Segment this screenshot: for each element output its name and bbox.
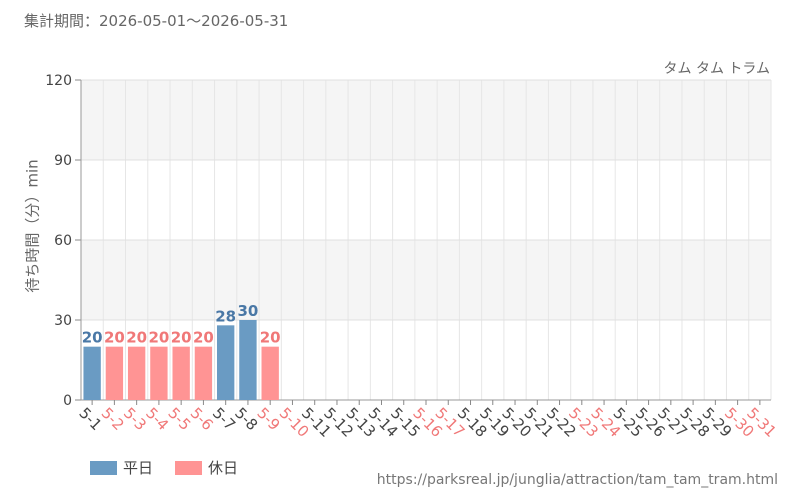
legend: 平日 休日 — [90, 457, 238, 478]
y-tick-label: 120 — [45, 73, 72, 89]
legend-label-holiday: 休日 — [208, 459, 239, 477]
legend-label-weekday: 平日 — [123, 459, 154, 477]
data-label: 20 — [82, 329, 103, 347]
bar — [239, 320, 257, 400]
data-label: 20 — [193, 329, 214, 347]
data-label: 20 — [148, 329, 169, 347]
y-tick-label: 30 — [54, 313, 72, 329]
bar — [105, 346, 124, 400]
data-label: 28 — [215, 307, 236, 325]
legend-item-holiday[interactable]: 休日 — [175, 457, 238, 478]
data-label: 20 — [171, 329, 192, 347]
bar — [127, 346, 146, 400]
plot-band — [81, 160, 771, 240]
legend-item-weekday[interactable]: 平日 — [90, 457, 153, 478]
source-url: https://parksreal.jp/junglia/attraction/… — [376, 472, 778, 488]
y-tick-label: 60 — [54, 233, 72, 249]
bar — [194, 346, 213, 400]
plot-band-shaded — [81, 80, 771, 160]
y-tick-label: 0 — [63, 393, 72, 409]
attraction-name: タム タム トラム — [663, 61, 770, 77]
data-label: 20 — [260, 329, 281, 347]
bar — [172, 346, 190, 400]
bar — [216, 325, 235, 400]
legend-swatch-holiday — [175, 460, 203, 475]
y-tick-label: 90 — [54, 153, 72, 169]
legend-swatch-weekday — [90, 460, 117, 475]
plot-band-shaded — [81, 240, 771, 320]
data-label: 20 — [104, 329, 125, 347]
bar — [83, 346, 101, 400]
bar — [150, 346, 168, 400]
data-label: 30 — [237, 302, 258, 320]
data-label: 20 — [126, 329, 147, 347]
bar — [261, 346, 279, 400]
period-label: 集計期間：2026-05-01～2026-05-31 — [24, 12, 289, 30]
